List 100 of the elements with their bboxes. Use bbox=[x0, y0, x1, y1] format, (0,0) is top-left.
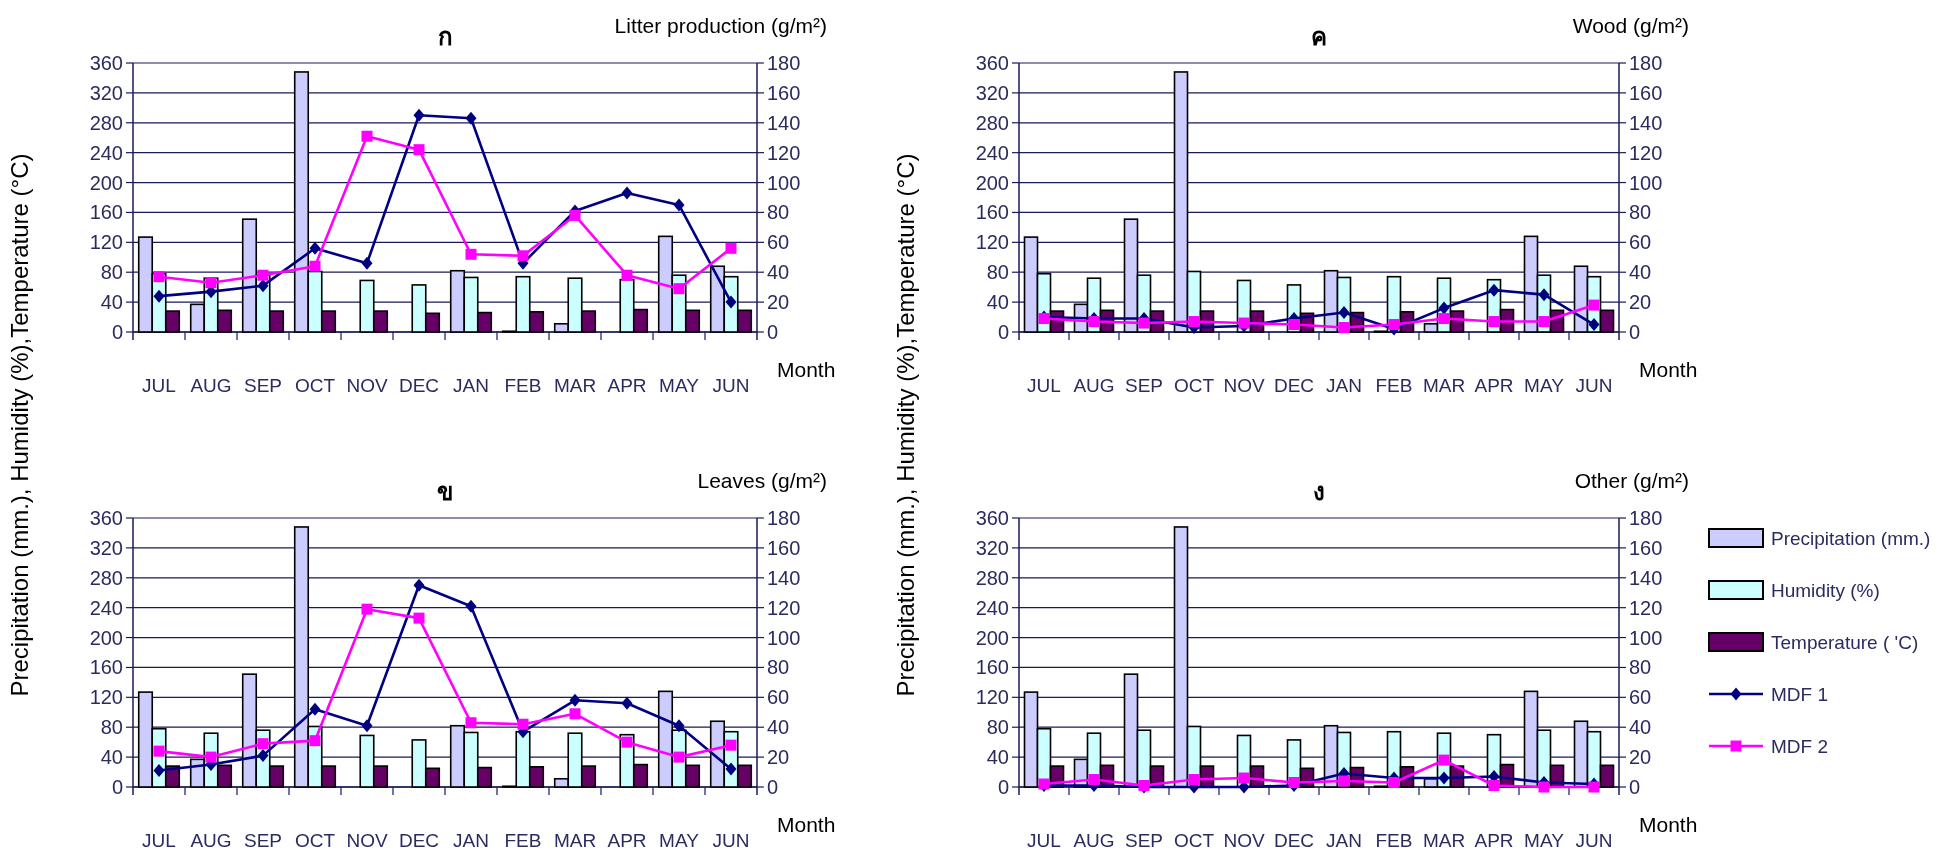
point bbox=[205, 277, 217, 289]
x-tick-label: JUN bbox=[712, 375, 750, 396]
y2-tick-label: 60 bbox=[1629, 231, 1652, 254]
x-tick-label: MAR bbox=[1422, 375, 1466, 396]
point bbox=[1438, 754, 1450, 766]
point bbox=[673, 751, 685, 763]
y2-tick-label: 120 bbox=[767, 141, 801, 164]
point bbox=[361, 256, 373, 270]
x-tick-label: OCT bbox=[1173, 830, 1215, 851]
legend-label: MDF 2 bbox=[1771, 736, 1828, 757]
y-tick-label: 200 bbox=[975, 626, 1009, 649]
y-tick-label: 0 bbox=[997, 321, 1009, 343]
point bbox=[621, 269, 633, 281]
y2-axis-title: Other (g/m²) bbox=[1574, 469, 1689, 492]
x-tick-label: OCT bbox=[1173, 375, 1215, 396]
y-tick-label: 40 bbox=[986, 291, 1009, 314]
y-tick-label: 280 bbox=[975, 566, 1009, 589]
chart-title: ก bbox=[437, 23, 453, 50]
point bbox=[1538, 288, 1550, 302]
y-tick-label: 360 bbox=[975, 52, 1009, 74]
x-tick-label: SEP bbox=[243, 375, 283, 396]
y2-tick-label: 0 bbox=[767, 321, 779, 343]
x-tick-label: MAR bbox=[1422, 830, 1466, 851]
chart-title: ข bbox=[437, 478, 453, 505]
point bbox=[1488, 283, 1500, 297]
point bbox=[725, 295, 737, 309]
y2-tick-label: 20 bbox=[767, 746, 790, 769]
y2-tick-label: 140 bbox=[1629, 111, 1663, 134]
point bbox=[1588, 318, 1600, 332]
point bbox=[309, 702, 321, 716]
x-tick-label: OCT bbox=[294, 375, 336, 396]
y2-tick-label: 100 bbox=[1629, 171, 1663, 194]
point bbox=[517, 718, 529, 730]
point bbox=[1338, 322, 1350, 334]
y2-tick-label: 100 bbox=[767, 171, 801, 194]
y2-tick-label: 20 bbox=[1629, 291, 1652, 314]
x-tick-label: NOV bbox=[1223, 375, 1265, 396]
y-tick-label: 160 bbox=[975, 201, 1009, 224]
x-tick-label: FEB bbox=[504, 375, 542, 396]
y-tick-label: 40 bbox=[986, 746, 1009, 769]
point bbox=[1338, 306, 1350, 320]
x-tick-label: FEB bbox=[1375, 375, 1413, 396]
chart-title: ค bbox=[1311, 23, 1327, 50]
y-tick-label: 240 bbox=[975, 596, 1009, 619]
point bbox=[1338, 775, 1350, 787]
y2-tick-label: 140 bbox=[1629, 566, 1663, 589]
y-tick-label: 280 bbox=[975, 111, 1009, 134]
y-tick-label: 320 bbox=[89, 536, 123, 559]
x-tick-label: DEC bbox=[398, 830, 440, 851]
x-tick-label: AUG bbox=[1073, 375, 1115, 396]
point bbox=[309, 735, 321, 747]
y2-tick-label: 60 bbox=[767, 686, 790, 709]
y2-tick-label: 140 bbox=[767, 111, 801, 134]
point bbox=[1138, 317, 1150, 329]
point bbox=[153, 745, 165, 757]
y-tick-label: 360 bbox=[89, 507, 123, 529]
x-tick-label: MAR bbox=[553, 375, 597, 396]
y-tick-label: 200 bbox=[89, 626, 123, 649]
x-tick-label: JUL bbox=[1027, 375, 1061, 396]
legend-label: Temperature ( 'C) bbox=[1771, 632, 1919, 653]
point bbox=[413, 108, 425, 122]
x-tick-label: SEP bbox=[243, 830, 283, 851]
y2-tick-label: 180 bbox=[767, 507, 801, 529]
point bbox=[673, 283, 685, 295]
x-tick-label: JUN bbox=[712, 830, 750, 851]
point bbox=[309, 260, 321, 272]
point bbox=[1588, 299, 1600, 311]
x-tick-label: JAN bbox=[1326, 830, 1362, 851]
y-tick-label: 320 bbox=[975, 536, 1009, 559]
y2-tick-label: 100 bbox=[767, 626, 801, 649]
y-axis-title: Precipitation (mm.), Humidity (%),Temperature (°C) bbox=[892, 153, 919, 697]
point bbox=[205, 751, 217, 763]
y2-tick-label: 120 bbox=[767, 596, 801, 619]
y2-tick-label: 80 bbox=[1629, 201, 1652, 224]
y2-tick-label: 20 bbox=[767, 291, 790, 314]
x-tick-label: APR bbox=[607, 375, 647, 396]
y2-axis-title: Leaves (g/m²) bbox=[697, 469, 827, 492]
y-tick-label: 0 bbox=[997, 776, 1009, 798]
x-tick-label: JUL bbox=[142, 830, 176, 851]
y2-tick-label: 40 bbox=[767, 261, 790, 284]
y-tick-label: 120 bbox=[975, 686, 1009, 709]
point bbox=[517, 250, 529, 262]
point bbox=[1238, 772, 1250, 784]
y2-tick-label: 160 bbox=[767, 536, 801, 559]
x-tick-label: AUG bbox=[190, 375, 232, 396]
y2-tick-label: 80 bbox=[1629, 656, 1652, 679]
point bbox=[309, 241, 321, 255]
x-tick-label: NOV bbox=[346, 375, 388, 396]
y-tick-label: 280 bbox=[89, 111, 123, 134]
y2-tick-label: 160 bbox=[1629, 536, 1663, 559]
x-tick-label: JUN bbox=[1575, 375, 1613, 396]
point bbox=[1588, 781, 1600, 793]
point bbox=[465, 599, 477, 613]
x-axis-title: Month bbox=[777, 358, 836, 381]
x-tick-label: MAY bbox=[659, 830, 700, 851]
point bbox=[673, 719, 685, 733]
x-tick-label: JAN bbox=[453, 375, 489, 396]
legend-label: MDF 1 bbox=[1771, 684, 1828, 705]
y-tick-label: 240 bbox=[975, 141, 1009, 164]
point bbox=[413, 144, 425, 156]
